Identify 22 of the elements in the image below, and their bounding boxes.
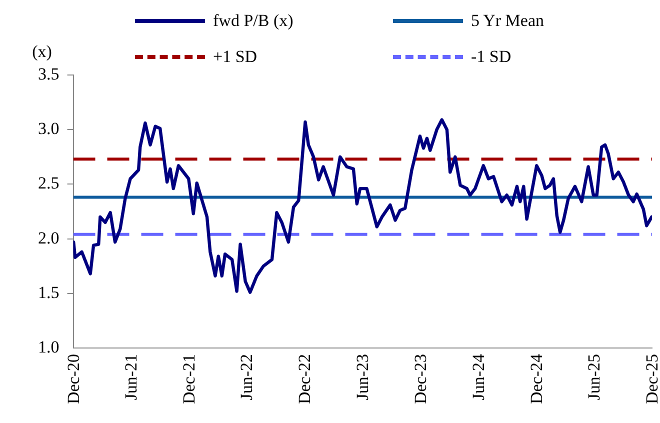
x-tick-label: Dec-23 [410, 354, 430, 404]
legend-label: +1 SD [213, 47, 258, 67]
x-tick-label: Jun-22 [237, 354, 256, 400]
x-tick-label: Dec-20 [64, 354, 83, 404]
x-tick-label: Jun-24 [468, 354, 488, 400]
legend-label: 5 Yr Mean [471, 11, 544, 31]
y-tick-label: 3.5 [38, 64, 60, 84]
y-tick-label: 2.0 [38, 228, 60, 248]
x-tick-label: Dec-22 [295, 354, 314, 404]
y-tick-label: 3.0 [38, 119, 60, 138]
x-tick-label: Jun-23 [352, 354, 372, 400]
y-tick-label: 1.0 [38, 337, 60, 356]
legend-label: -1 SD [471, 47, 512, 67]
x-tick-label: Dec-25 [642, 354, 660, 404]
y-tick-label: 2.5 [38, 174, 60, 193]
x-tick-label: Jun-21 [121, 354, 140, 400]
y-axis-title: (x) [32, 42, 52, 61]
x-tick-label: Jun-25 [584, 354, 604, 400]
y-tick-label: 1.5 [38, 282, 60, 302]
legend-label: fwd P/B (x) [213, 11, 294, 31]
x-tick-label: Dec-24 [526, 354, 546, 404]
x-tick-label: Dec-21 [179, 354, 198, 404]
